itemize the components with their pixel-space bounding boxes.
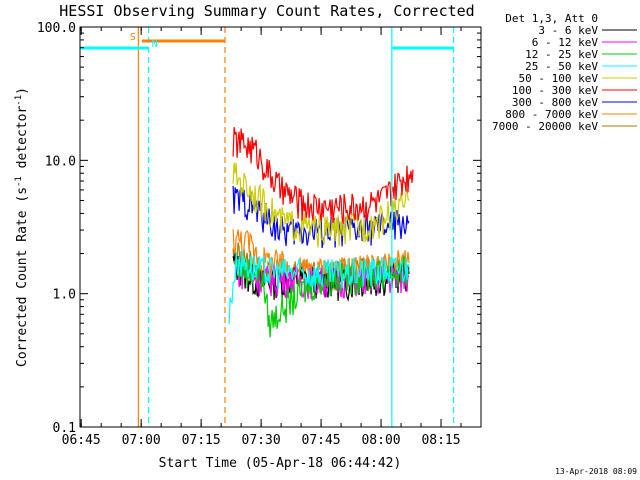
x-tick-label: 06:45 <box>62 433 101 448</box>
y-ticks: 0.1 1.0 10.0 100.0 <box>37 21 481 436</box>
x-axis-label: Start Time (05-Apr-18 06:44:42) <box>159 456 402 471</box>
x-tick-label: 08:15 <box>421 433 460 448</box>
legend-label-7: 800 - 7000 keV <box>505 108 598 121</box>
y-tick-label: 1.0 <box>53 288 76 303</box>
legend-label-0: 3 - 6 keV <box>538 24 598 37</box>
plot-frame <box>79 26 482 428</box>
series-line-5 <box>232 127 414 224</box>
legend-label-4: 50 - 100 keV <box>519 72 599 85</box>
series-layer <box>228 127 414 338</box>
y-axis-label-part3: ) <box>15 87 30 95</box>
legend-header: Det 1,3, Att 0 <box>505 12 598 25</box>
legend-label-8: 7000 - 20000 keV <box>492 120 598 133</box>
y-axis-label-sup1: -1 <box>14 176 24 187</box>
x-tick-label: 08:00 <box>361 433 400 448</box>
x-ticks: 06:45 07:00 07:15 07:30 07:45 08:00 08:15 <box>62 27 482 448</box>
series-line-3 <box>228 249 410 325</box>
x-tick-label: 07:30 <box>242 433 281 448</box>
status-bars-layer: SN <box>80 32 454 50</box>
events-layer <box>137 27 455 427</box>
y-tick-label: 0.1 <box>53 421 76 436</box>
y-axis-label-part1: Corrected Count Rate (s <box>15 187 30 367</box>
series-line-4 <box>232 162 410 248</box>
status-bar-label-1: N <box>152 39 158 50</box>
y-axis-label-part2: detector <box>15 106 30 177</box>
legend-label-3: 25 - 50 keV <box>525 60 598 73</box>
chart-title: HESSI Observing Summary Count Rates, Cor… <box>59 2 474 20</box>
legend-label-1: 6 - 12 keV <box>532 36 599 49</box>
x-tick-label: 07:00 <box>122 433 161 448</box>
y-axis-label-sup2: -1 <box>14 95 24 106</box>
status-bar-label-0: S <box>130 32 136 43</box>
y-tick-label: 100.0 <box>37 21 76 36</box>
legend-label-6: 300 - 800 keV <box>512 96 598 109</box>
legend-label-2: 12 - 25 keV <box>525 48 598 61</box>
footer-timestamp: 13-Apr-2018 08:09 <box>555 467 637 476</box>
x-tick-label: 07:45 <box>302 433 341 448</box>
x-tick-label: 07:15 <box>182 433 221 448</box>
y-tick-label: 10.0 <box>45 154 76 169</box>
y-axis-label: Corrected Count Rate (s-1 detector-1) <box>14 87 30 367</box>
legend-label-5: 100 - 300 keV <box>512 84 598 97</box>
